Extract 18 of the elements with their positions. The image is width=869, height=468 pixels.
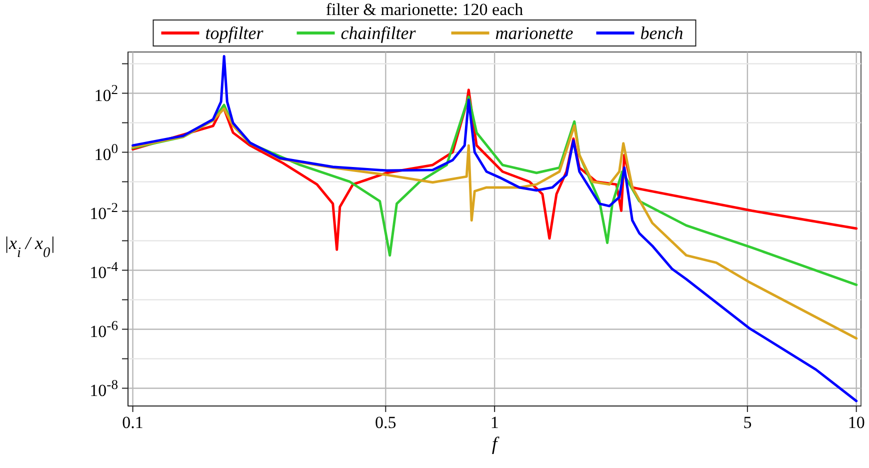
y-axis-title: |x$_{i}$ / x$_{0}$| [4,233,56,261]
legend-label: bench [640,23,684,43]
y-tick-label: 10$^{0}$ [94,140,118,164]
chart-title: filter & marionette: 120 each [326,0,524,19]
y-tick-label: 10$^{-8}$ [90,376,118,400]
x-tick-label: 10 [848,413,865,432]
legend-label: topfilter [205,23,264,43]
x-tick-label: 0.1 [122,413,144,432]
x-tick-label: 1 [490,413,499,432]
legend-label: marionette [495,23,574,43]
legend-label: chainfilter [340,23,417,43]
x-tick-label: 0.5 [375,413,396,432]
y-tick-label: 10$^{-2}$ [90,200,118,224]
y-tick-label: 10$^{2}$ [94,82,118,106]
y-tick-label: 10$^{-4}$ [90,258,118,282]
x-axis-title: f [492,434,500,455]
y-tick-label: 10$^{-6}$ [90,318,118,342]
x-tick-label: 5 [743,413,752,432]
